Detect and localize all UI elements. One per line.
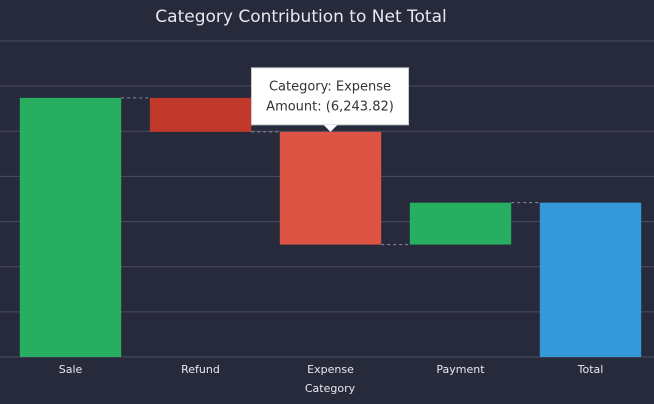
x-tick-label: Payment xyxy=(436,363,485,376)
bar xyxy=(19,97,122,357)
tooltip-pointer xyxy=(323,124,338,132)
x-tick-label: Total xyxy=(577,363,604,376)
bar xyxy=(149,97,252,132)
x-axis-label: Category xyxy=(305,382,356,395)
plot-area: Sale Refund Expense Payment Total xyxy=(0,40,654,376)
bar xyxy=(409,202,512,245)
x-tick-label: Expense xyxy=(307,363,354,376)
tooltip: Category: Expense Amount: (6,243.82) xyxy=(251,67,409,132)
tooltip-text: Amount: (6,243.82) xyxy=(266,99,394,114)
bar xyxy=(279,131,382,245)
bar xyxy=(539,202,642,357)
tooltip-box xyxy=(251,67,409,126)
x-tick-label: Sale xyxy=(59,363,83,376)
x-tick-label: Refund xyxy=(181,363,220,376)
chart-title: Category Contribution to Net Total xyxy=(155,7,446,27)
tooltip-text: Category: Expense xyxy=(269,79,391,94)
